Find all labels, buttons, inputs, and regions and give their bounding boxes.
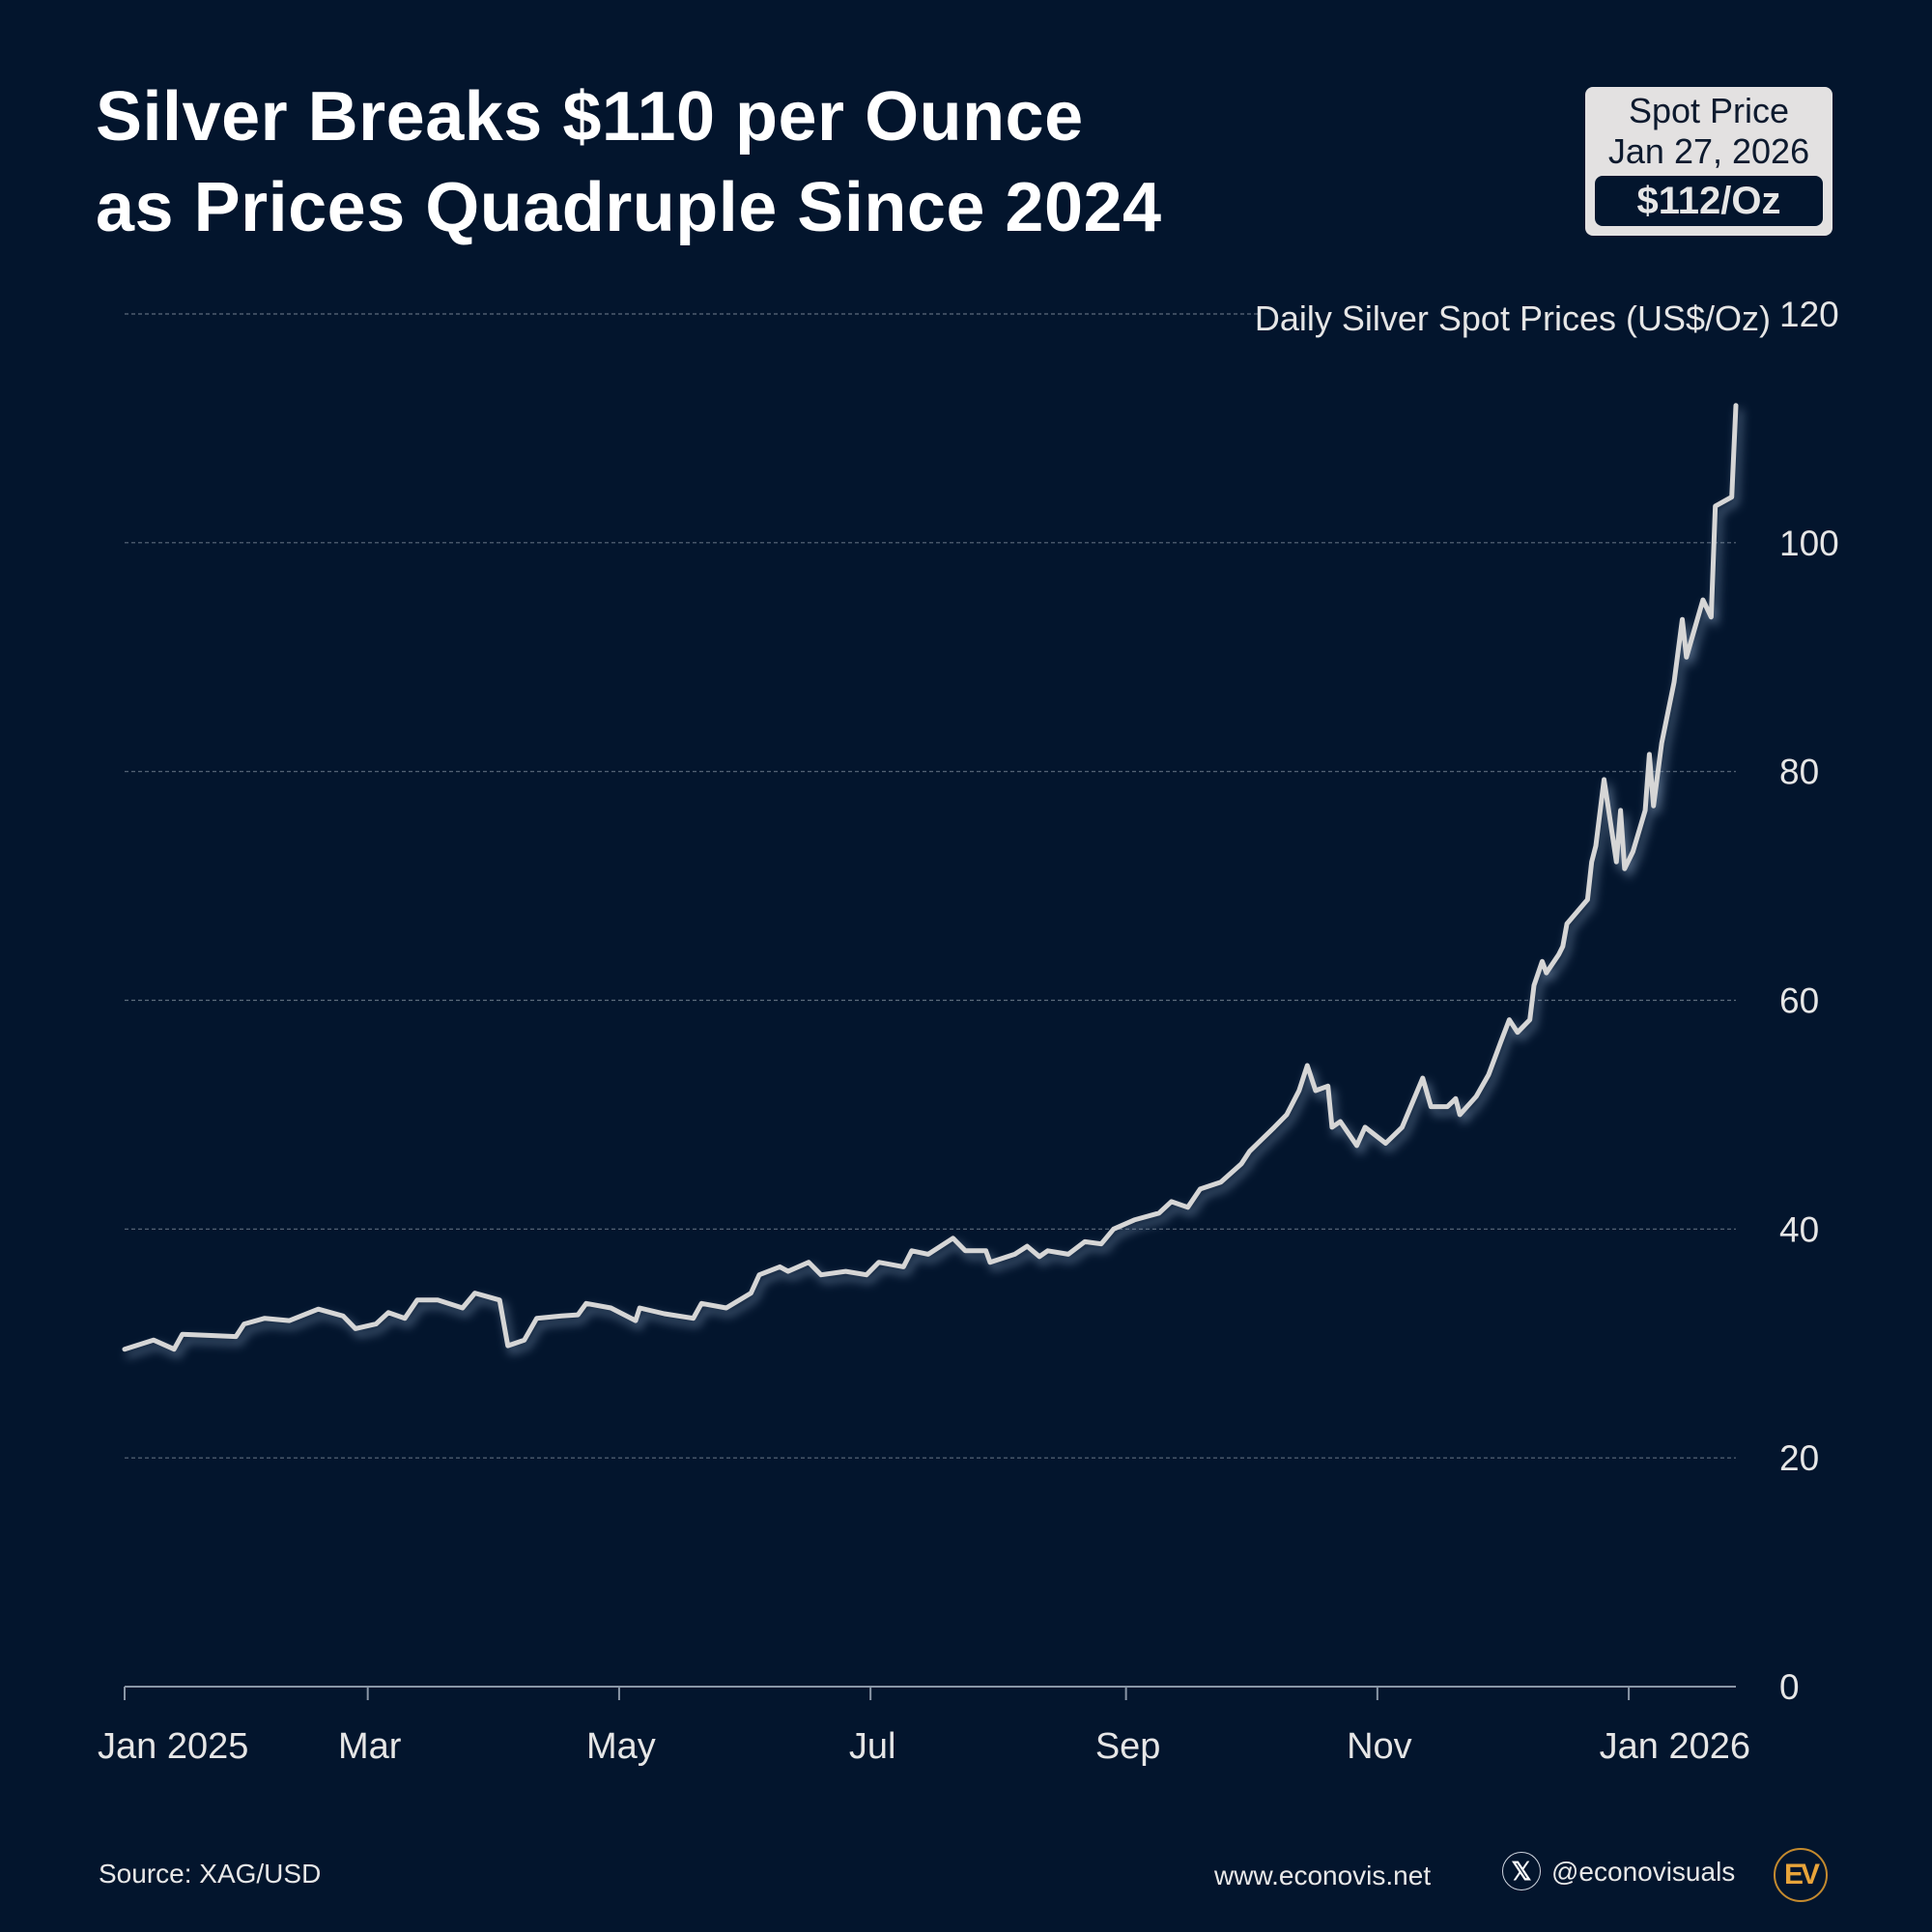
gridlines [125, 313, 1736, 1459]
y-tick-label: 20 [1779, 1438, 1819, 1478]
y-tick-label: 120 [1779, 295, 1839, 334]
x-tick-label: Sep [1095, 1726, 1161, 1767]
x-axis: Jan 2025 Mar May Jul Sep Nov Jan 2026 [98, 1686, 1750, 1767]
badge-date: Jan 27, 2026 [1607, 131, 1810, 171]
x-tick-label: May [586, 1726, 656, 1767]
x-tick-label: Nov [1347, 1726, 1412, 1767]
x-tick-label: Jan 2026 [1600, 1726, 1750, 1767]
y-tick-label: 40 [1779, 1209, 1819, 1249]
y-axis: 0 20 40 60 80 100 120 [1779, 295, 1839, 1707]
x-tick-label: Jul [849, 1726, 896, 1767]
x-tick-label: Jan 2025 [98, 1726, 248, 1767]
social-handle[interactable]: @econovisuals [1551, 1857, 1736, 1887]
title-line-2: as Prices Quadruple Since 2024 [96, 169, 1162, 246]
x-tick-label: Mar [338, 1726, 402, 1767]
title-line-1: Silver Breaks $110 per Ounce [96, 78, 1084, 156]
badge-label: Spot Price [1628, 91, 1790, 130]
x-logo-icon[interactable]: 𝕏 [1502, 1852, 1541, 1890]
website-link[interactable]: www.econovis.net [1214, 1861, 1432, 1890]
source-note: Source: XAG/USD [99, 1859, 322, 1889]
econovis-logo: EV [1774, 1848, 1828, 1902]
price-series [122, 403, 1739, 1352]
spot-price-badge: Spot Price Jan 27, 2026 $112/Oz [1585, 87, 1833, 236]
y-tick-label: 60 [1779, 981, 1819, 1021]
y-tick-label: 80 [1779, 753, 1819, 792]
badge-value: $112/Oz [1595, 176, 1823, 226]
y-tick-label: 100 [1779, 524, 1839, 563]
chart-title: Silver Breaks $110 per Ounce as Prices Q… [96, 71, 1162, 253]
y-tick-label: 0 [1779, 1667, 1800, 1707]
y-axis-title: Daily Silver Spot Prices (US$/Oz) [1255, 298, 1771, 338]
price-line [122, 403, 1739, 1352]
